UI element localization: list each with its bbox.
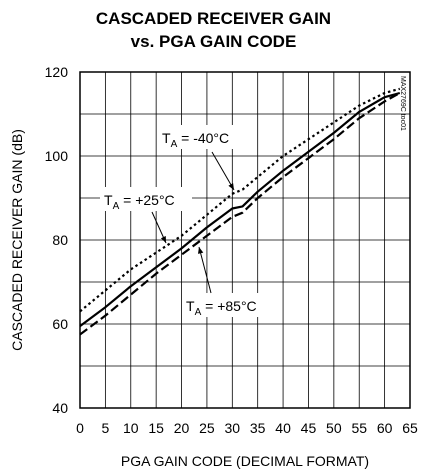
callout-background: [182, 293, 274, 317]
x-tick-label: 20: [174, 420, 190, 436]
x-tick-label: 15: [148, 420, 164, 436]
y-tick-label: 40: [52, 400, 68, 416]
grid: [79, 71, 411, 409]
y-tick-label: 100: [45, 148, 69, 164]
x-tick-label: 50: [326, 420, 342, 436]
leader-line: [211, 151, 235, 191]
x-tick-label: 25: [199, 420, 215, 436]
y-axis-label: CASCADED RECEIVER GAIN (dB): [9, 129, 25, 351]
x-tick-label: 60: [377, 420, 393, 436]
y-tick-label: 80: [52, 232, 68, 248]
x-tick-labels: 0 5 10 15 20 25 30 35 40 45 50 55 60 65: [76, 420, 418, 436]
x-tick-label: 10: [123, 420, 139, 436]
arrowhead: [160, 236, 166, 243]
callout-background: [100, 187, 192, 211]
arrowhead: [198, 247, 204, 254]
series-line-solid: [79, 91, 401, 327]
x-axis-label: PGA GAIN CODE (DECIMAL FORMAT): [121, 453, 369, 469]
x-tick-label: 45: [301, 420, 317, 436]
x-tick-label: 35: [250, 420, 266, 436]
plot-frame: [79, 71, 411, 409]
callouts: TA = -40°C TA = +25°C TA = +85°C: [100, 125, 274, 318]
series-group: [79, 87, 401, 336]
series-callout-label: TA = +85°C: [186, 298, 257, 318]
y-tick-labels: 40 60 80 100 120: [45, 64, 69, 416]
leader-line: [198, 246, 212, 294]
series-line-dashed: [79, 92, 401, 336]
y-tick-label: 120: [45, 64, 69, 80]
y-tick-label: 60: [52, 316, 68, 332]
series-callout-label: TA = -40°C: [162, 130, 229, 150]
x-tick-label: 65: [402, 420, 418, 436]
series-line-dotted: [79, 87, 401, 313]
callout-background: [158, 125, 243, 149]
chart-subtitle: vs. PGA GAIN CODE: [130, 32, 297, 51]
watermark: MAX2769C toc01: [399, 76, 406, 131]
x-tick-label: 30: [225, 420, 241, 436]
x-tick-label: 5: [101, 420, 109, 436]
x-tick-label: 40: [275, 420, 291, 436]
arrowhead: [228, 183, 234, 190]
x-tick-label: 0: [76, 420, 84, 436]
series-callout-label: TA = +25°C: [104, 192, 175, 212]
x-tick-label: 55: [351, 420, 367, 436]
chart-title: CASCADED RECEIVER GAIN: [95, 9, 332, 28]
